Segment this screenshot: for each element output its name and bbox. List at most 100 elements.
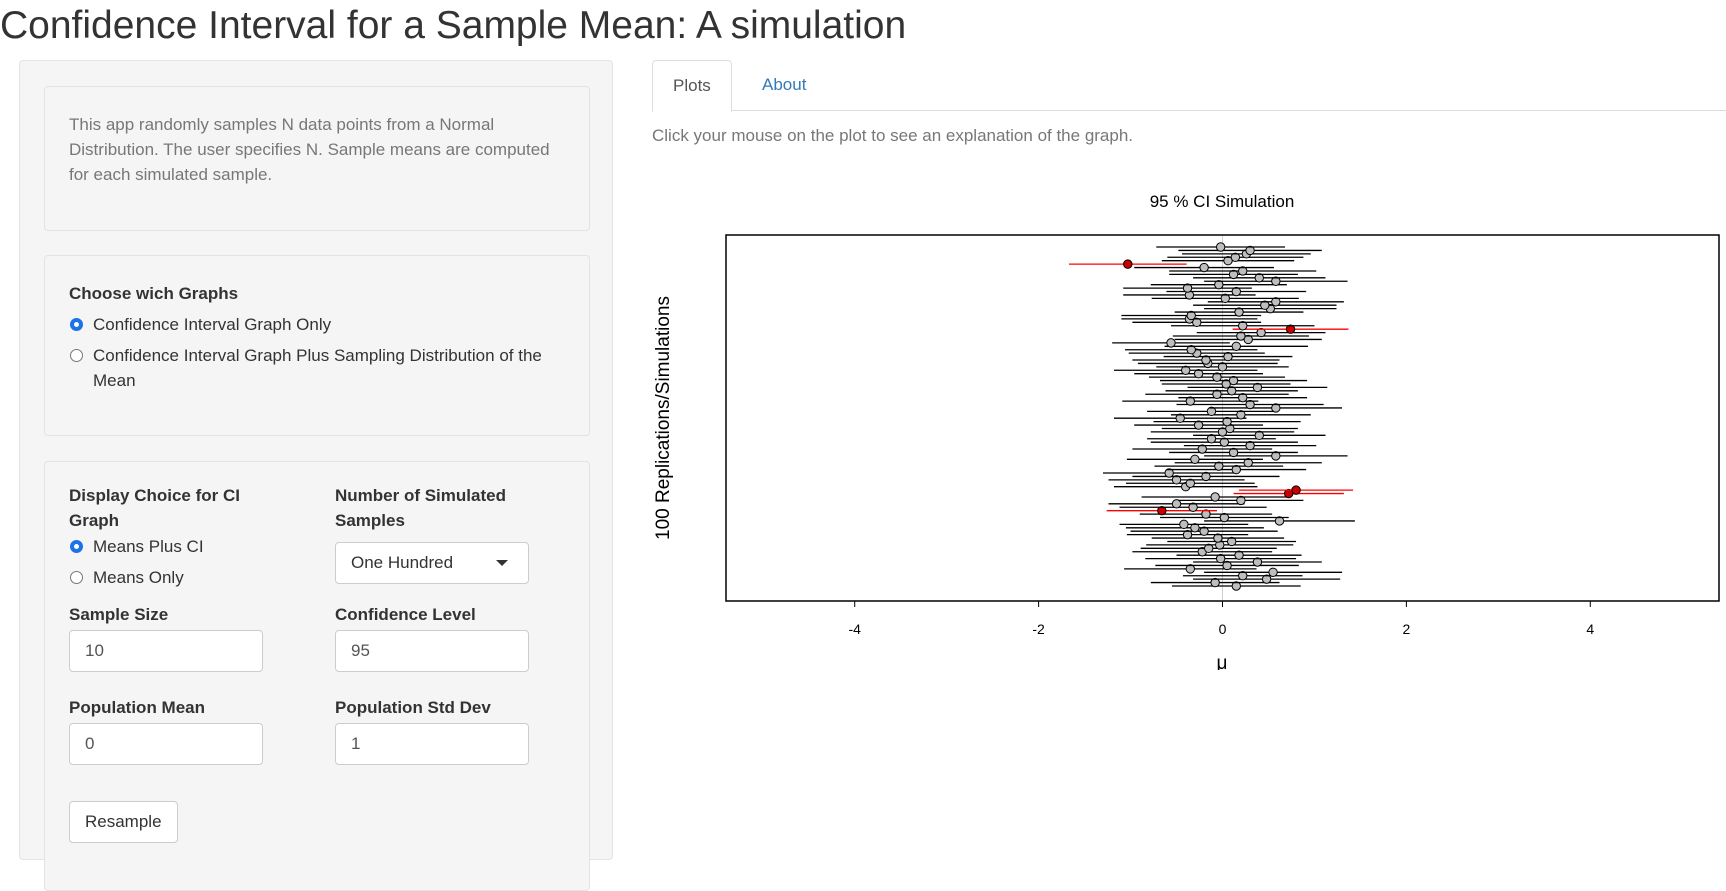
sample-mean-point	[1175, 413, 1185, 423]
sample-mean-point	[1238, 321, 1248, 331]
display-choice-label: Display Choice for CI Graph	[69, 486, 240, 530]
tab-plots[interactable]: Plots	[652, 60, 732, 112]
sample-mean-point	[1291, 485, 1301, 495]
radio-button[interactable]	[70, 349, 83, 362]
sample-mean-point	[1206, 406, 1217, 417]
radio-label-ci-plus-sampling: Confidence Interval Graph Plus Sampling …	[93, 346, 542, 390]
sample-mean-point	[1193, 420, 1204, 430]
sample-mean-point	[1234, 307, 1244, 317]
sample-mean-point	[1213, 533, 1223, 543]
radio-label-means-only: Means Only	[93, 568, 184, 587]
x-tick-label: -2	[1032, 621, 1045, 637]
sample-mean-point	[1271, 403, 1281, 413]
sample-mean-point	[1243, 458, 1253, 468]
sample-mean-point	[1222, 416, 1232, 427]
sample-mean-point	[1166, 338, 1176, 348]
radio-label-means-plus-ci: Means Plus CI	[93, 537, 204, 556]
population-sd-label: Population Std Dev	[335, 698, 491, 717]
sample-mean-point	[1230, 252, 1241, 262]
confidence-level-input[interactable]: 95	[335, 630, 529, 672]
resample-button[interactable]: Resample	[69, 801, 178, 843]
sample-mean-point	[1236, 410, 1246, 420]
x-tick-label: -4	[848, 621, 861, 637]
sample-mean-point	[1201, 471, 1211, 482]
x-tick-label: 4	[1586, 621, 1594, 637]
sample-mean-point	[1186, 310, 1196, 321]
num-samples-select[interactable]: One Hundred	[335, 542, 529, 584]
sample-mean-point	[1193, 368, 1204, 379]
x-axis-label: μ	[1217, 653, 1228, 670]
sample-mean-point	[1231, 464, 1241, 475]
radio-button[interactable]	[70, 571, 83, 584]
sample-mean-point	[1245, 399, 1255, 410]
page-title: Confidence Interval for a Sample Mean: A…	[0, 4, 907, 47]
sidebar-panel: This app randomly samples N data points …	[19, 60, 613, 891]
radio-button-checked[interactable]	[70, 540, 83, 553]
radio-ci-only[interactable]: Confidence Interval Graph Only	[69, 312, 565, 337]
sample-mean-point	[1271, 276, 1281, 286]
sample-mean-point	[1210, 577, 1220, 588]
sample-mean-point	[1254, 273, 1264, 283]
sample-mean-point	[1214, 461, 1224, 471]
sample-mean-point	[1185, 396, 1196, 406]
sample-mean-point	[1220, 293, 1230, 304]
sample-mean-point	[1171, 499, 1182, 509]
sample-mean-point	[1231, 286, 1241, 297]
sample-mean-point	[1190, 523, 1200, 533]
sample-mean-point	[1157, 505, 1167, 516]
sample-mean-point	[1186, 345, 1196, 355]
sample-mean-point	[1188, 502, 1198, 512]
ci-segments-layer	[1068, 242, 1355, 591]
sample-mean-point	[1201, 509, 1211, 519]
sample-mean-point	[1245, 440, 1255, 451]
sample-mean-point	[1181, 365, 1191, 375]
sample-size-input[interactable]: 10	[69, 630, 263, 672]
ci-simulation-plot[interactable]: 95 % CI Simulation -4 -2 0 2 4 μ 100 Replica…	[640, 190, 1726, 670]
sample-mean-point	[1274, 516, 1285, 526]
sample-mean-point	[1185, 478, 1196, 488]
caret-down-icon	[496, 560, 508, 566]
sample-mean-point	[1261, 574, 1272, 584]
tab-about[interactable]: About	[762, 75, 807, 94]
sample-mean-point	[1236, 331, 1246, 341]
sample-mean-point	[1256, 327, 1266, 338]
sample-mean-point	[1164, 468, 1174, 478]
sample-mean-point	[1238, 266, 1248, 276]
sample-mean-point	[1185, 564, 1196, 574]
sample-mean-point	[1182, 529, 1193, 540]
sample-mean-point	[1254, 430, 1264, 441]
controls-well: Display Choice for CI Graph Means Plus C…	[44, 461, 590, 891]
x-axis-ticks: -4 -2 0 2 4	[848, 601, 1594, 637]
sample-mean-point	[1199, 262, 1209, 273]
sample-mean-point	[1285, 324, 1296, 334]
confidence-level-label: Confidence Level	[335, 605, 476, 624]
sample-mean-point	[1206, 434, 1217, 444]
graph-choice-label: Choose wich Graphs	[69, 284, 239, 303]
chart-title: 95 % CI Simulation	[1150, 192, 1295, 211]
population-mean-input[interactable]: 0	[69, 723, 263, 765]
y-axis-label: 100 Replications/Simulations	[653, 296, 674, 540]
sample-mean-point	[1252, 557, 1263, 567]
radio-means-plus-ci[interactable]: Means Plus CI	[69, 534, 204, 559]
sample-mean-point	[1212, 372, 1222, 382]
sample-mean-point	[1228, 269, 1239, 280]
graph-choice-well: Choose wich Graphs Confidence Interval G…	[44, 255, 590, 436]
sample-mean-point	[1231, 581, 1241, 591]
sample-mean-point	[1236, 495, 1246, 506]
sample-mean-point	[1171, 475, 1182, 485]
sample-mean-point	[1217, 362, 1228, 372]
x-tick-label: 0	[1219, 621, 1227, 637]
sample-mean-point	[1228, 375, 1239, 386]
sample-mean-point	[1234, 550, 1244, 560]
num-samples-value: One Hundred	[351, 553, 454, 572]
radio-ci-plus-sampling[interactable]: Confidence Interval Graph Plus Sampling …	[69, 343, 565, 393]
tab-bar: Plots About	[652, 60, 1726, 112]
sample-mean-point	[1215, 242, 1226, 252]
population-sd-input[interactable]: 1	[335, 723, 529, 765]
sample-mean-point	[1219, 512, 1230, 523]
radio-button-checked[interactable]	[70, 318, 83, 331]
radio-means-only[interactable]: Means Only	[69, 565, 184, 590]
sample-mean-point	[1190, 454, 1200, 465]
sample-mean-point	[1252, 382, 1263, 393]
radio-label-ci-only: Confidence Interval Graph Only	[93, 315, 332, 334]
